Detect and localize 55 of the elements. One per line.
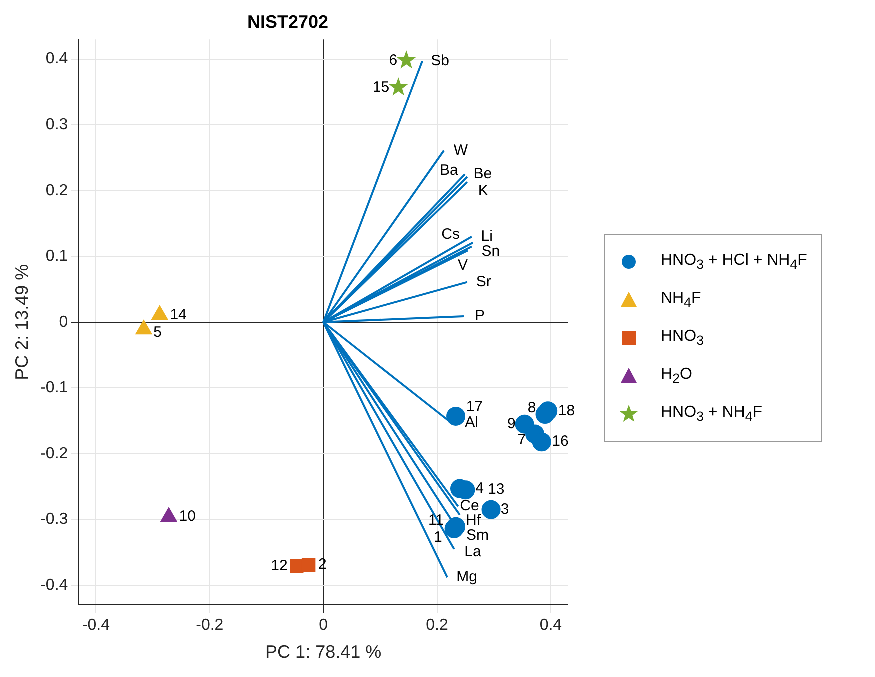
legend-label: HNO$_{3}$ + NH$_{4}$F	[661, 404, 763, 424]
chart-title: NIST2702	[247, 12, 329, 32]
annotation: Li	[481, 228, 493, 246]
annotation: Hf	[466, 512, 482, 530]
legend-label: HNO$_{3}$ + HCl + NH$_{4}$F	[661, 252, 808, 272]
annotation: Be	[474, 166, 492, 183]
annotation: Sn	[482, 242, 500, 260]
y-axis-title: PC 2: 13.49 %	[12, 264, 32, 380]
x-axis-title: PC 1: 78.41 %	[266, 642, 382, 662]
annotation: 4	[476, 480, 484, 497]
annotation: 5	[154, 324, 162, 341]
legend-label: H$_{2}$O	[661, 366, 692, 386]
x-tick-label: -0.2	[196, 617, 224, 634]
annotation: 13	[488, 481, 505, 498]
annotation: Sr	[476, 273, 492, 290]
annotation: 3	[500, 500, 510, 518]
annotation: Ce	[460, 498, 480, 515]
annotation: 16	[552, 433, 569, 450]
x-tick-label: 0	[319, 617, 328, 634]
y-tick-label: -0.2	[40, 445, 68, 462]
y-tick-label: 0	[59, 314, 68, 331]
annotation: Al	[465, 414, 478, 432]
y-tick-label: 0.3	[46, 116, 68, 134]
annotation: Ba	[440, 162, 460, 180]
annotation: W	[454, 142, 469, 159]
annotation: K	[478, 182, 488, 200]
annotation: V	[458, 256, 468, 274]
annotation: 1	[434, 529, 442, 546]
annotation: La	[464, 543, 482, 560]
y-tick-label: 0.1	[46, 248, 68, 266]
annotation: 12	[271, 558, 288, 575]
annotation: 9	[507, 415, 516, 432]
annotation: Cs	[442, 226, 460, 243]
annotation: Mg	[456, 568, 478, 586]
annotation: 17	[466, 398, 484, 416]
y-tick-label: 0.2	[46, 182, 68, 200]
annotation: Sm	[466, 527, 490, 544]
x-tick-label: 0.4	[540, 617, 562, 634]
x-tick-label: 0.2	[426, 617, 448, 634]
x-tick-label: -0.4	[82, 617, 110, 634]
annotation: 18	[558, 402, 576, 420]
annotation: 7	[518, 431, 526, 448]
annotation: Sb	[431, 52, 450, 70]
annotation: 10	[179, 508, 196, 526]
legend-label: HNO$_{3}$	[661, 328, 704, 348]
annotation: 8	[528, 400, 536, 417]
legend-label: NH$_{4}$F	[661, 290, 702, 310]
annotation: 14	[170, 306, 187, 324]
y-tick-label: -0.4	[40, 576, 68, 594]
y-tick-label: 0.4	[46, 50, 68, 68]
annotation: P	[474, 308, 485, 325]
y-tick-label: -0.3	[40, 511, 68, 528]
annotation: 15	[372, 78, 390, 96]
annotation: 6	[389, 52, 398, 69]
y-tick-label: -0.1	[40, 380, 68, 397]
